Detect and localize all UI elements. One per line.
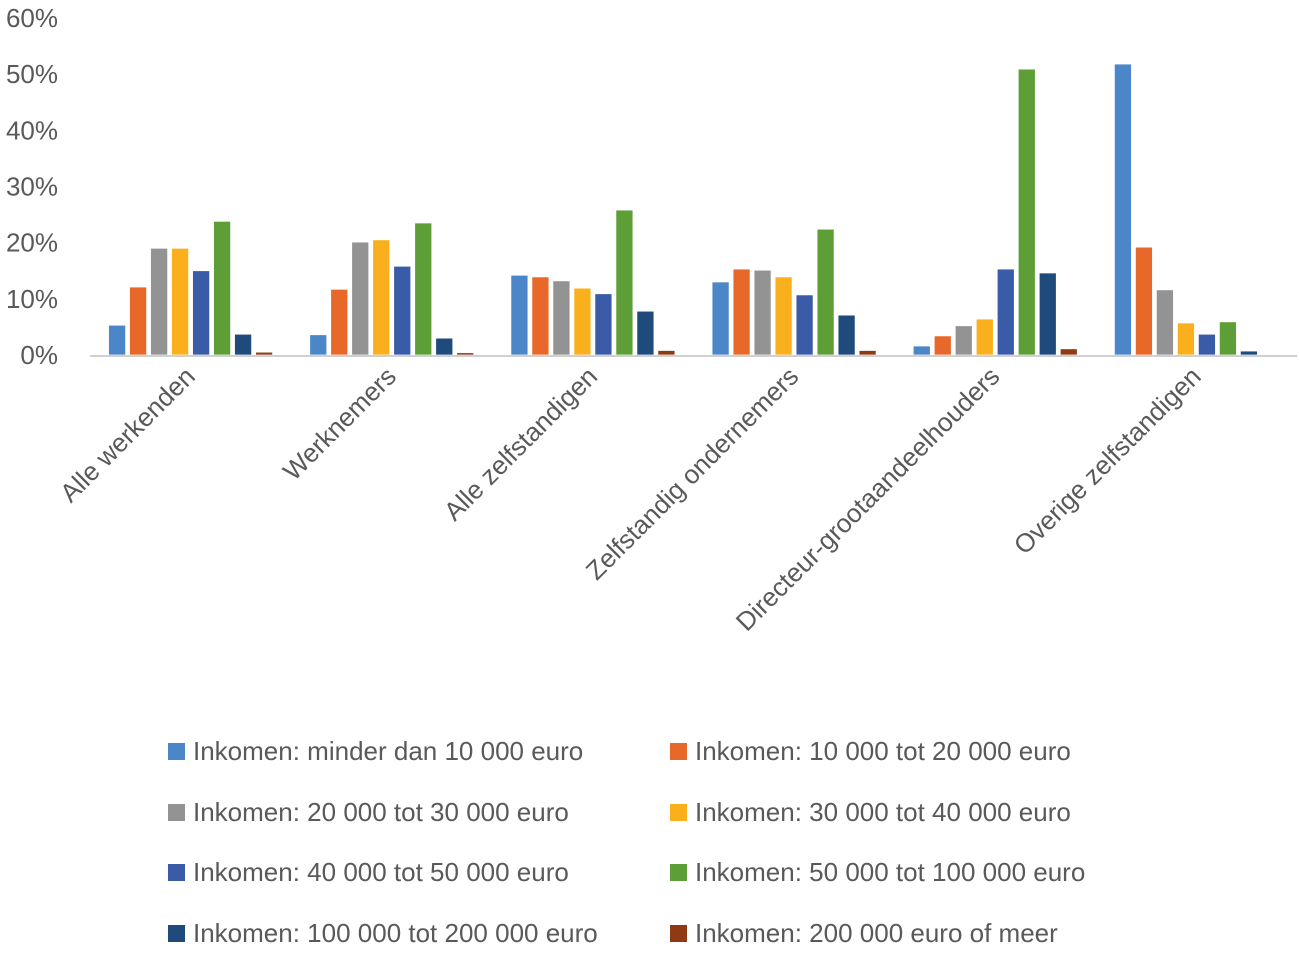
bar (837, 314, 856, 356)
bar (309, 334, 328, 356)
bar (171, 247, 189, 356)
y-tick-label: 20% (6, 228, 58, 258)
category-label: Werknemers (277, 361, 402, 486)
legend-item: Inkomen: 200 000 euro of meer (670, 918, 1058, 949)
y-tick-label: 0% (20, 340, 58, 370)
category-label: Zelfstandig ondernemers (580, 361, 805, 586)
bar (975, 318, 994, 356)
bar (996, 268, 1015, 356)
legend-item: Inkomen: 50 000 tot 100 000 euro (670, 857, 1085, 888)
bar (795, 294, 814, 356)
bar (552, 280, 571, 356)
legend-label: Inkomen: minder dan 10 000 euro (193, 736, 584, 766)
y-tick-label: 60% (6, 3, 58, 33)
legend-label: Inkomen: 40 000 tot 50 000 euro (193, 857, 569, 887)
bar (816, 228, 835, 356)
category-label: Overige zelfstandigen (1008, 361, 1207, 560)
bar (1240, 350, 1258, 356)
bar (1017, 68, 1036, 356)
legend-item: Inkomen: minder dan 10 000 euro (168, 736, 583, 767)
legend-item: Inkomen: 100 000 tot 200 000 euro (168, 918, 598, 949)
y-tick-label: 40% (6, 115, 58, 145)
y-tick-label: 50% (6, 59, 58, 89)
bar (753, 269, 772, 356)
legend-label: Inkomen: 20 000 tot 30 000 euro (193, 796, 569, 827)
legend-swatch (168, 864, 185, 881)
bar (531, 276, 550, 356)
bar-chart: 0% 10% 20% 30% 40% 50% 60% Alle werkenden Werkne… (6, 3, 1297, 637)
bar (255, 351, 273, 356)
bar (954, 325, 973, 356)
legend-item: Inkomen: 20 000 tot 30 000 euro (168, 797, 569, 828)
bar (108, 324, 126, 356)
bar (393, 265, 412, 356)
bar (1177, 322, 1195, 356)
legend-item: Inkomen: 30 000 tot 40 000 euro (670, 797, 1071, 828)
bar (1219, 321, 1237, 356)
legend-swatch (168, 924, 185, 942)
bar (330, 288, 349, 356)
bar (192, 270, 210, 356)
legend-label: Inkomen: 50 000 tot 100 000 euro (695, 857, 1086, 887)
bar (1038, 272, 1057, 356)
bar (1198, 333, 1216, 356)
bar (510, 274, 529, 356)
bar (594, 293, 613, 356)
bar (912, 345, 931, 356)
legend-label: Inkomen: 100 000 tot 200 000 euro (193, 917, 598, 948)
bar (456, 352, 475, 356)
legend-swatch (168, 803, 185, 821)
bar (615, 209, 634, 356)
bar (858, 350, 877, 356)
legend-label: Inkomen: 200 000 euro of meer (695, 917, 1058, 948)
category-label: Alle zelfstandigen (438, 361, 603, 526)
y-tick-label: 30% (6, 172, 58, 202)
legend-label: Inkomen: 10 000 tot 20 000 euro (695, 736, 1071, 766)
bar (351, 241, 370, 356)
bar (711, 281, 730, 356)
bar (1261, 354, 1279, 356)
legend-swatch (670, 924, 687, 942)
legend-item: Inkomen: 40 000 tot 50 000 euro (168, 857, 569, 888)
bar (435, 337, 454, 356)
legend-swatch (670, 743, 687, 760)
legend-swatch (168, 743, 185, 760)
bar (636, 310, 655, 356)
bar (414, 222, 433, 356)
legend-swatch (670, 803, 687, 821)
bar (129, 286, 147, 356)
category-label: Alle werkenden (54, 361, 201, 508)
legend-label: Inkomen: 30 000 tot 40 000 euro (695, 796, 1071, 827)
bar (573, 287, 592, 356)
bar (1135, 246, 1153, 356)
legend-item: Inkomen: 10 000 tot 20 000 euro (670, 736, 1071, 767)
legend-swatch (670, 864, 687, 881)
bar (234, 333, 252, 356)
bar (774, 276, 793, 356)
y-tick-label: 10% (6, 284, 58, 314)
bar (1059, 348, 1078, 356)
bar (372, 239, 391, 356)
bar (213, 220, 231, 356)
bar (1114, 63, 1132, 356)
bar (732, 268, 751, 356)
bar (150, 247, 168, 356)
bar (657, 350, 676, 356)
bar (933, 335, 952, 356)
bar (1156, 289, 1174, 356)
